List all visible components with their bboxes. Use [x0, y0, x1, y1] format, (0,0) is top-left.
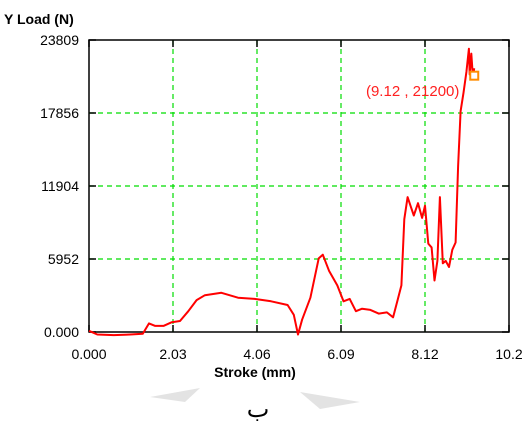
point-annotation: (9.12 , 21200) — [366, 83, 459, 100]
x-tick-label: 2.03 — [159, 346, 186, 362]
series-line — [88, 47, 476, 337]
y-tick-label: 0.000 — [44, 324, 79, 340]
data-point-marker — [469, 70, 480, 81]
x-tick-labels: 0.000 2.03 4.06 6.09 8.12 10.2 — [71, 346, 522, 362]
y-tick-label: 11904 — [41, 178, 79, 194]
x-tick-label: 10.2 — [495, 346, 522, 362]
grid — [89, 40, 509, 332]
y-axis-title: Y Load (N) — [4, 11, 74, 27]
y-tick-labels: 0.000 5952 11904 17856 23809 — [40, 32, 79, 340]
axis-ticks — [88, 39, 510, 333]
x-tick-label: 8.12 — [411, 346, 438, 362]
watermark-shape — [150, 388, 200, 402]
y-tick-label: 17856 — [40, 105, 79, 121]
y-tick-label: 5952 — [48, 251, 79, 267]
x-axis-title: Stroke (mm) — [214, 364, 296, 380]
watermark-shape — [300, 392, 360, 409]
x-tick-label: 6.09 — [327, 346, 354, 362]
figure-label: ب — [247, 395, 270, 423]
x-tick-label: 4.06 — [243, 346, 270, 362]
x-tick-label: 0.000 — [71, 346, 106, 362]
y-tick-label: 23809 — [40, 32, 79, 48]
